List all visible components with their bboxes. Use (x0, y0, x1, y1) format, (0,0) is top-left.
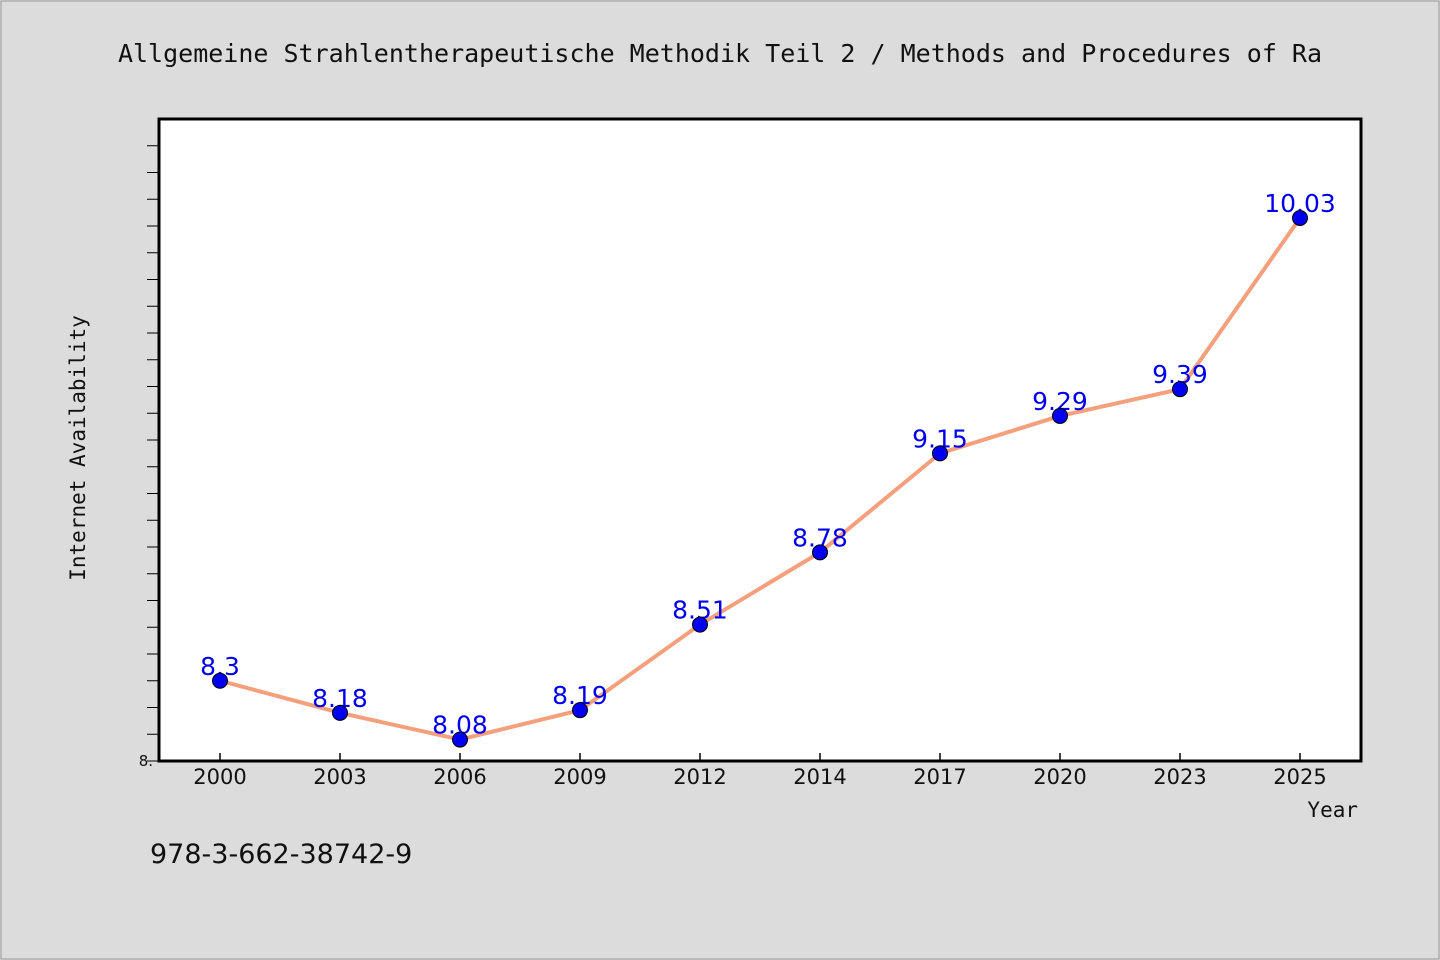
x-tick-label: 2003 (313, 765, 366, 789)
data-point (1292, 209, 1308, 226)
y-tick-label: 8. (139, 752, 153, 770)
plot-area (157, 117, 1363, 763)
x-tick-label: 2000 (193, 765, 246, 789)
x-axis-label: Year (1307, 798, 1358, 822)
x-tick-label: 2006 (433, 765, 486, 789)
data-point (692, 616, 708, 633)
x-tick-label: 2009 (553, 765, 606, 789)
series-line (219, 216, 1302, 742)
x-tick-label: 2025 (1273, 765, 1326, 789)
isbn-footer: 978-3-662-38742-9 (150, 839, 412, 870)
data-point (1172, 381, 1188, 398)
x-axis-ticks: 2000 2003 2006 2009 2012 2014 2017 2020 2023 2025 (193, 753, 1327, 789)
data-point (212, 672, 228, 689)
data-point (332, 704, 348, 721)
x-tick-label: 2014 (793, 765, 846, 789)
data-point (1052, 407, 1068, 424)
data-point (932, 445, 948, 462)
data-point (812, 544, 828, 561)
series-markers (212, 209, 1308, 748)
y-axis-ticks: 8. (139, 145, 159, 770)
chart-title: Allgemeine Strahlentherapeutische Method… (118, 39, 1322, 68)
data-point (572, 702, 588, 719)
x-tick-label: 2020 (1033, 765, 1086, 789)
x-tick-label: 2012 (673, 765, 726, 789)
x-tick-label: 2017 (913, 765, 966, 789)
data-point (452, 731, 468, 748)
x-tick-label: 2023 (1153, 765, 1206, 789)
y-axis-label: Internet Availability (66, 315, 90, 581)
